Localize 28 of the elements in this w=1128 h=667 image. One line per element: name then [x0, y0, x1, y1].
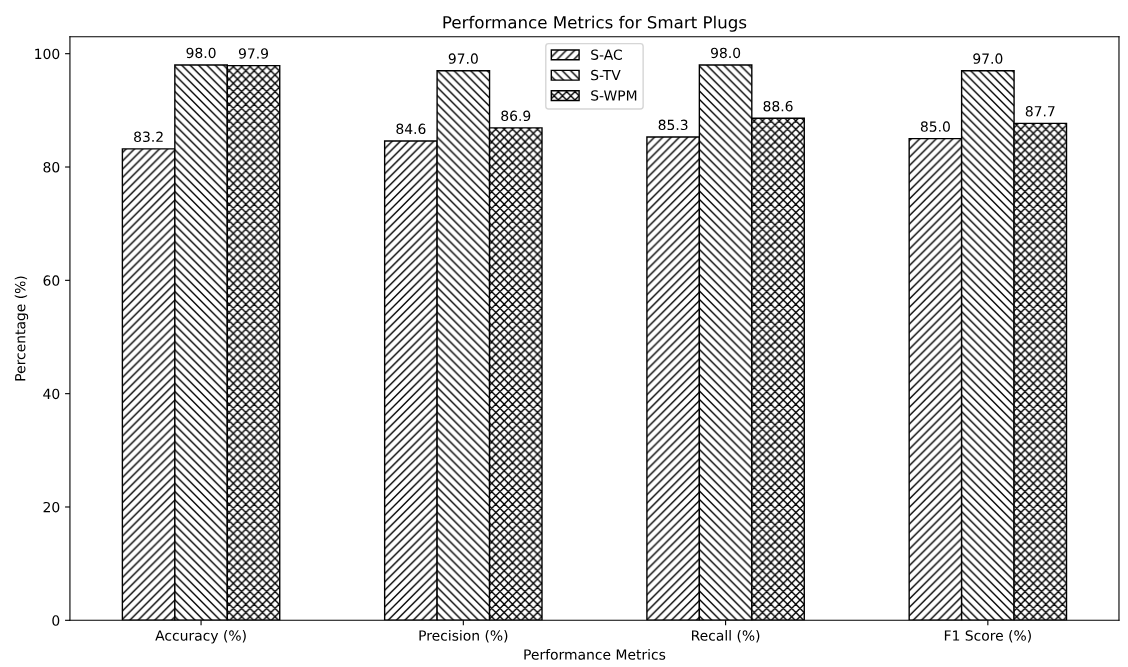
data-label: 83.2 — [134, 131, 163, 143]
x-tick-label: Recall (%) — [692, 630, 760, 643]
y-tick-label: 60 — [43, 275, 60, 286]
data-label: 88.6 — [763, 100, 793, 112]
y-axis-title: Percentage (%) — [14, 276, 29, 381]
y-tick-label: 100 — [35, 48, 60, 60]
y-tick-label: 0 — [52, 615, 60, 626]
legend-label: S-WPM — [591, 90, 637, 101]
chart-title: Performance Metrics for Smart Plugs — [443, 15, 747, 32]
data-label: 85.0 — [920, 121, 950, 132]
y-tick-label: 40 — [43, 388, 60, 400]
x-tick-label: Precision (%) — [419, 630, 508, 643]
data-label: 86.9 — [501, 110, 531, 122]
y-tick-label: 20 — [43, 501, 60, 513]
x-tick-label: F1 Score (%) — [944, 630, 1031, 643]
legend-label: S-AC — [591, 49, 622, 60]
x-tick-label: Accuracy (%) — [155, 630, 246, 644]
data-label: 98.0 — [186, 47, 216, 59]
legend-label: S-TV — [591, 69, 621, 81]
data-label: 87.7 — [1025, 106, 1055, 117]
y-tick-label: 80 — [43, 161, 60, 173]
data-label: 97.0 — [448, 53, 478, 64]
data-label: 84.6 — [396, 123, 426, 135]
data-label: 98.0 — [711, 47, 741, 59]
data-label: 97.9 — [238, 48, 268, 59]
data-label: 97.0 — [973, 53, 1003, 64]
data-label: 85.3 — [658, 119, 688, 131]
x-axis-title: Performance Metrics — [524, 649, 666, 660]
